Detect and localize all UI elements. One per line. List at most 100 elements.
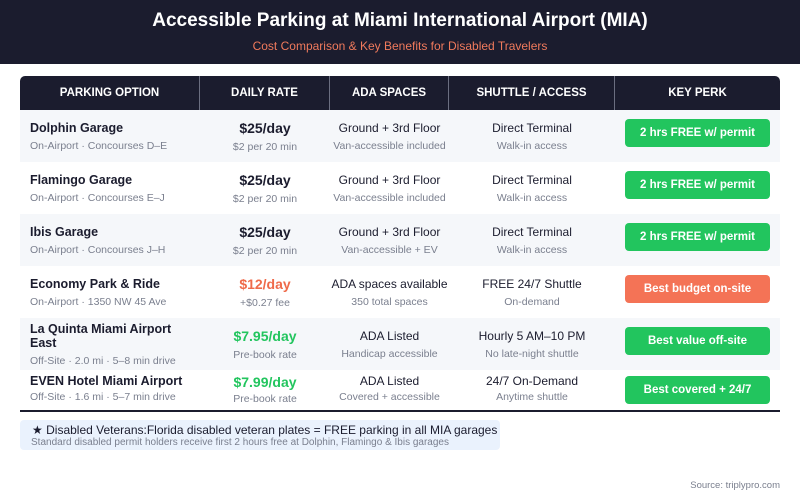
shuttle-note: Walk-in access — [496, 139, 568, 152]
parking-location: On-Airport · Concourses E–J — [30, 191, 165, 204]
ada-spaces-cell: Ground + 3rd Floor Van-accessible + EV — [330, 214, 449, 266]
parking-location: Off-Site · 1.6 mi · 5–7 min drive — [30, 391, 176, 403]
key-perk-badge: 2 hrs FREE w/ permit — [625, 171, 770, 199]
daily-rate-cell: $12/day +$0.27 fee — [200, 266, 330, 318]
ada-note: Van-accessible + EV — [341, 243, 438, 256]
shuttle-note: On-demand — [504, 295, 560, 308]
header-banner: Accessible Parking at Miami Internationa… — [0, 0, 800, 64]
ada-spaces: ADA Listed — [359, 328, 420, 343]
shuttle-access: Direct Terminal — [492, 224, 572, 239]
daily-rate: $25/day — [239, 223, 291, 240]
column-header-key-perk: KEY PERK — [668, 87, 727, 99]
daily-rate: $25/day — [239, 119, 291, 136]
ada-spaces: Ground + 3rd Floor — [338, 172, 441, 187]
parking-location: Off-Site · 2.0 mi · 5–8 min drive — [30, 354, 176, 367]
daily-rate: $7.95/day — [233, 327, 297, 344]
key-perk-badge: Best value off-site — [625, 327, 770, 355]
ada-spaces: ADA Listed — [359, 374, 420, 388]
daily-rate: $25/day — [239, 171, 291, 188]
ada-spaces-cell: ADA Listed Covered + accessible — [330, 370, 449, 410]
parking-option-cell: Ibis Garage On-Airport · Concourses J–H — [20, 214, 200, 266]
table-header: PARKING OPTION DAILY RATE ADA SPACES SHU… — [20, 76, 780, 110]
rate-note: $2 per 20 min — [232, 244, 298, 257]
column-header-ada-spaces: ADA SPACES — [330, 76, 449, 110]
rate-note: Pre-book rate — [233, 393, 297, 405]
parking-option-cell: Flamingo Garage On-Airport · Concourses … — [20, 162, 200, 214]
key-perk-cell: Best value off-site — [615, 318, 780, 370]
shuttle-access: FREE 24/7 Shuttle — [482, 276, 582, 291]
ada-spaces: Ground + 3rd Floor — [338, 120, 441, 135]
rate-note: Pre-book rate — [233, 348, 297, 361]
shuttle-note: Walk-in access — [496, 191, 568, 204]
parking-comparison-table: PARKING OPTION DAILY RATE ADA SPACES SHU… — [20, 76, 780, 412]
column-header-daily-rate: DAILY RATE — [200, 76, 330, 110]
shuttle-access-cell: Hourly 5 AM–10 PM No late-night shuttle — [449, 318, 615, 370]
ada-note: Van-accessible included — [333, 139, 446, 152]
shuttle-access-cell: Direct Terminal Walk-in access — [449, 214, 615, 266]
parking-location: On-Airport · Concourses J–H — [30, 243, 166, 256]
page-subtitle: Cost Comparison & Key Benefits for Disab… — [252, 39, 548, 53]
parking-name: La Quinta Miami Airport East — [30, 321, 172, 350]
parking-option-cell: Dolphin Garage On-Airport · Concourses D… — [20, 110, 200, 162]
table-row: La Quinta Miami Airport East Off-Site · … — [20, 318, 780, 370]
ada-spaces-cell: ADA spaces available 350 total spaces — [330, 266, 449, 318]
key-perk-badge: 2 hrs FREE w/ permit — [625, 119, 770, 147]
shuttle-access-cell: Direct Terminal Walk-in access — [449, 162, 615, 214]
ada-spaces: Ground + 3rd Floor — [338, 224, 441, 239]
shuttle-access-cell: Direct Terminal Walk-in access — [449, 110, 615, 162]
ada-spaces: ADA spaces available — [331, 276, 448, 291]
ada-spaces-cell: ADA Listed Handicap accessible — [330, 318, 449, 370]
table-row: Dolphin Garage On-Airport · Concourses D… — [20, 110, 780, 162]
shuttle-access: Direct Terminal — [492, 120, 572, 135]
key-perk-badge: Best covered + 24/7 — [625, 376, 770, 404]
note-sub-text: Standard disabled permit holders receive… — [31, 437, 449, 448]
parking-name: EVEN Hotel Miami Airport — [30, 374, 183, 388]
veterans-note: ★ Disabled Veterans:Florida disabled vet… — [20, 420, 500, 450]
key-perk-badge: Best budget on-site — [625, 275, 770, 303]
parking-location: On-Airport · 1350 NW 45 Ave — [30, 295, 167, 308]
rate-note: +$0.27 fee — [240, 296, 290, 309]
table-row: Flamingo Garage On-Airport · Concourses … — [20, 162, 780, 214]
key-perk-badge: 2 hrs FREE w/ permit — [625, 223, 770, 251]
table-row: EVEN Hotel Miami Airport Off-Site · 1.6 … — [20, 370, 780, 412]
ada-note: Covered + accessible — [339, 391, 440, 403]
page-title: Accessible Parking at Miami Internationa… — [152, 10, 648, 31]
key-perk-cell: 2 hrs FREE w/ permit — [615, 110, 780, 162]
column-header-shuttle-access: SHUTTLE / ACCESS — [449, 76, 615, 110]
shuttle-access-cell: FREE 24/7 Shuttle On-demand — [449, 266, 615, 318]
parking-name: Flamingo Garage — [30, 172, 133, 187]
daily-rate: $7.99/day — [233, 374, 297, 390]
rate-note: $2 per 20 min — [232, 140, 298, 153]
source-credit: Source: triplypro.com — [690, 480, 780, 491]
daily-rate-cell: $25/day $2 per 20 min — [200, 162, 330, 214]
parking-name: Economy Park & Ride — [30, 276, 160, 291]
parking-option-cell: EVEN Hotel Miami Airport Off-Site · 1.6 … — [20, 370, 200, 410]
note-main-line: ★ Disabled Veterans:Florida disabled vet… — [32, 423, 500, 437]
rate-note: $2 per 20 min — [232, 192, 298, 205]
shuttle-access-cell: 24/7 On-Demand Anytime shuttle — [449, 370, 615, 410]
shuttle-note: No late-night shuttle — [485, 347, 579, 360]
table-row: Ibis Garage On-Airport · Concourses J–H … — [20, 214, 780, 266]
key-perk-cell: 2 hrs FREE w/ permit — [615, 162, 780, 214]
parking-location: On-Airport · Concourses D–E — [30, 139, 168, 152]
parking-name: Dolphin Garage — [30, 120, 124, 135]
shuttle-access: 24/7 On-Demand — [485, 374, 579, 388]
ada-spaces-cell: Ground + 3rd Floor Van-accessible includ… — [330, 110, 449, 162]
ada-note: 350 total spaces — [351, 295, 428, 308]
key-perk-cell: 2 hrs FREE w/ permit — [615, 214, 780, 266]
key-perk-cell: Best budget on-site — [615, 266, 780, 318]
column-header-parking-option: PARKING OPTION — [20, 76, 200, 110]
ada-note: Van-accessible included — [333, 191, 446, 204]
shuttle-note: Anytime shuttle — [496, 391, 568, 403]
ada-note: Handicap accessible — [341, 347, 438, 360]
shuttle-access: Hourly 5 AM–10 PM — [478, 328, 586, 343]
daily-rate-cell: $7.95/day Pre-book rate — [200, 318, 330, 370]
daily-rate-cell: $7.99/day Pre-book rate — [200, 370, 330, 410]
parking-name: Ibis Garage — [30, 224, 99, 239]
key-perk-cell: Best covered + 24/7 — [615, 370, 780, 410]
daily-rate: $12/day — [239, 275, 291, 292]
shuttle-note: Walk-in access — [496, 243, 568, 256]
shuttle-access: Direct Terminal — [492, 172, 572, 187]
star-icon: ★ — [32, 423, 43, 437]
daily-rate-cell: $25/day $2 per 20 min — [200, 214, 330, 266]
